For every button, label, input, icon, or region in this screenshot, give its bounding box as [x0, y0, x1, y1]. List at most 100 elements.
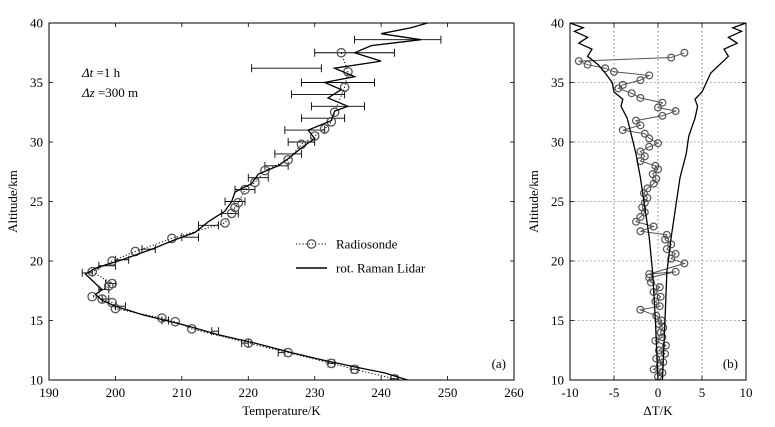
x-tick-label: 220 [239, 385, 259, 400]
panel-label: (a) [492, 356, 506, 371]
x-tick-label: 210 [172, 385, 192, 400]
y-tick-label: 20 [551, 254, 564, 269]
annotation-dz-symbol: Δz [81, 85, 95, 100]
series-solid-envelope-right-line [661, 23, 746, 380]
x-tick-label: -10 [561, 385, 578, 400]
series-solid-circles-point [618, 126, 627, 135]
series-solid-circles-point [609, 67, 618, 76]
y-tick-label: 10 [551, 373, 564, 388]
series-radiosonde-point [283, 155, 293, 165]
series-solid-circles-point [658, 333, 667, 342]
series-radiosonde-point [389, 373, 400, 380]
y-tick-label: 40 [30, 16, 43, 31]
y-tick-label: 35 [30, 75, 43, 90]
series-radiosonde-point [336, 47, 347, 58]
annotation-dt: Δt =1 h [81, 65, 121, 80]
series-solid-circles-point [648, 170, 657, 179]
panel-a-temperature-profile: 190 200 210 220 230 240 250 260 10 15 20 25 30 35 40 Te… [5, 16, 524, 419]
series-solid-circles-point [651, 161, 660, 170]
x-tick-label: 5 [699, 385, 706, 400]
series-solid-circles-point [658, 111, 667, 120]
series-solid-circles-point [653, 139, 662, 148]
series-radiosonde-point [319, 124, 330, 134]
legend-label: Radiosonde [336, 237, 398, 252]
series-radiosonde-point [349, 364, 360, 375]
y-tick-label: 25 [30, 194, 43, 209]
series-solid-circles-point [574, 57, 583, 66]
series-solid-circles-point [662, 230, 671, 239]
series-solid-circles-point [636, 121, 645, 130]
series-solid-circles-point [627, 89, 636, 98]
y-axis-label: Altitude/km [526, 170, 541, 233]
legend: Radiosonde rot. Raman Lidar [296, 237, 426, 276]
x-tick-label: 260 [504, 385, 524, 400]
series-solid-circles-point [643, 184, 652, 193]
series-radiosonde-point [309, 131, 320, 141]
y-tick-label: 20 [30, 254, 43, 269]
annotation-dt-value: =1 h [93, 65, 120, 80]
series-solid-circles-point [640, 129, 649, 138]
plot-area [81, 23, 442, 380]
series-solid-circles-point [655, 283, 664, 292]
y-tick-label: 10 [30, 373, 43, 388]
legend-marker-radiosonde [306, 239, 317, 249]
series-solid-circles-point [583, 60, 592, 69]
y-tick-label: 40 [551, 16, 564, 31]
series-solid-circles-point [653, 103, 662, 112]
series-solid-circles-point [652, 354, 661, 363]
annotation-dt-symbol: Δt [81, 65, 94, 80]
series-solid-circles-point [649, 222, 658, 231]
x-tick-label: 250 [438, 385, 458, 400]
series-solid-circles-point [667, 254, 676, 263]
series-radiosonde-point [97, 294, 107, 304]
y-axis-label: Altitude/km [5, 170, 20, 233]
series-solid-circles-point [636, 227, 645, 236]
series-solid-circles-point [651, 297, 660, 306]
panel-label: (b) [723, 356, 738, 371]
series-radiosonde-point [87, 291, 98, 302]
series-solid-circles-point [645, 142, 654, 151]
series-radiosonde-point [260, 165, 270, 176]
axes-frame [569, 22, 747, 381]
y-tick-label: 25 [551, 194, 564, 209]
x-axis-label: Temperature/K [242, 403, 321, 418]
series-solid-circles-point [667, 53, 676, 62]
series-solid-circles-point [671, 267, 680, 276]
series-solid-envelope-left-line [570, 23, 659, 380]
series-solid-circles-point [636, 212, 645, 221]
y-tick-label: 30 [30, 135, 43, 150]
series-solid-circles-point [680, 48, 689, 57]
series-solid-circles-point [636, 76, 645, 85]
series-radiosonde-point [233, 197, 244, 208]
series-solid-circles-point [671, 249, 680, 258]
panel-b-temperature-difference: -10 -5 0 5 10 10 15 20 25 30 35 40 ΔT/K Altitude/km (b… [526, 16, 753, 419]
series-solid-circles-point [645, 134, 654, 143]
y-tick-label: 30 [551, 135, 564, 150]
series-solid-circles-point [640, 152, 649, 161]
series-solid-circles-point [636, 147, 645, 156]
y-tick-label: 15 [551, 313, 564, 328]
series-solid-circles-point [658, 98, 667, 107]
x-tick-label: 200 [106, 385, 126, 400]
series-solid-circles-point [631, 217, 640, 226]
series-solid-circles-point [636, 305, 645, 314]
series-solid-circles-point [654, 346, 663, 355]
axes-frame [48, 22, 515, 381]
series-radiosonde-line [90, 52, 395, 380]
series-solid-circles-point [671, 107, 680, 116]
series-radiosonde-point [87, 266, 98, 277]
y-tick-label: 35 [551, 75, 564, 90]
x-tick-label: 0 [655, 385, 662, 400]
series-rot-raman-lidar-line [84, 23, 428, 380]
plot-area [570, 23, 746, 380]
series-solid-circles-point [651, 336, 660, 345]
series-radiosonde-point [107, 278, 117, 289]
series-radiosonde-point [167, 233, 177, 244]
series-solid-circles-point [656, 292, 665, 301]
annotation-dz-value: =300 m [95, 85, 138, 100]
series-radiosonde-point [329, 107, 340, 118]
series-solid-circles-point [661, 349, 670, 358]
x-tick-label: 240 [371, 385, 391, 400]
series-solid-circles-point [646, 278, 655, 287]
